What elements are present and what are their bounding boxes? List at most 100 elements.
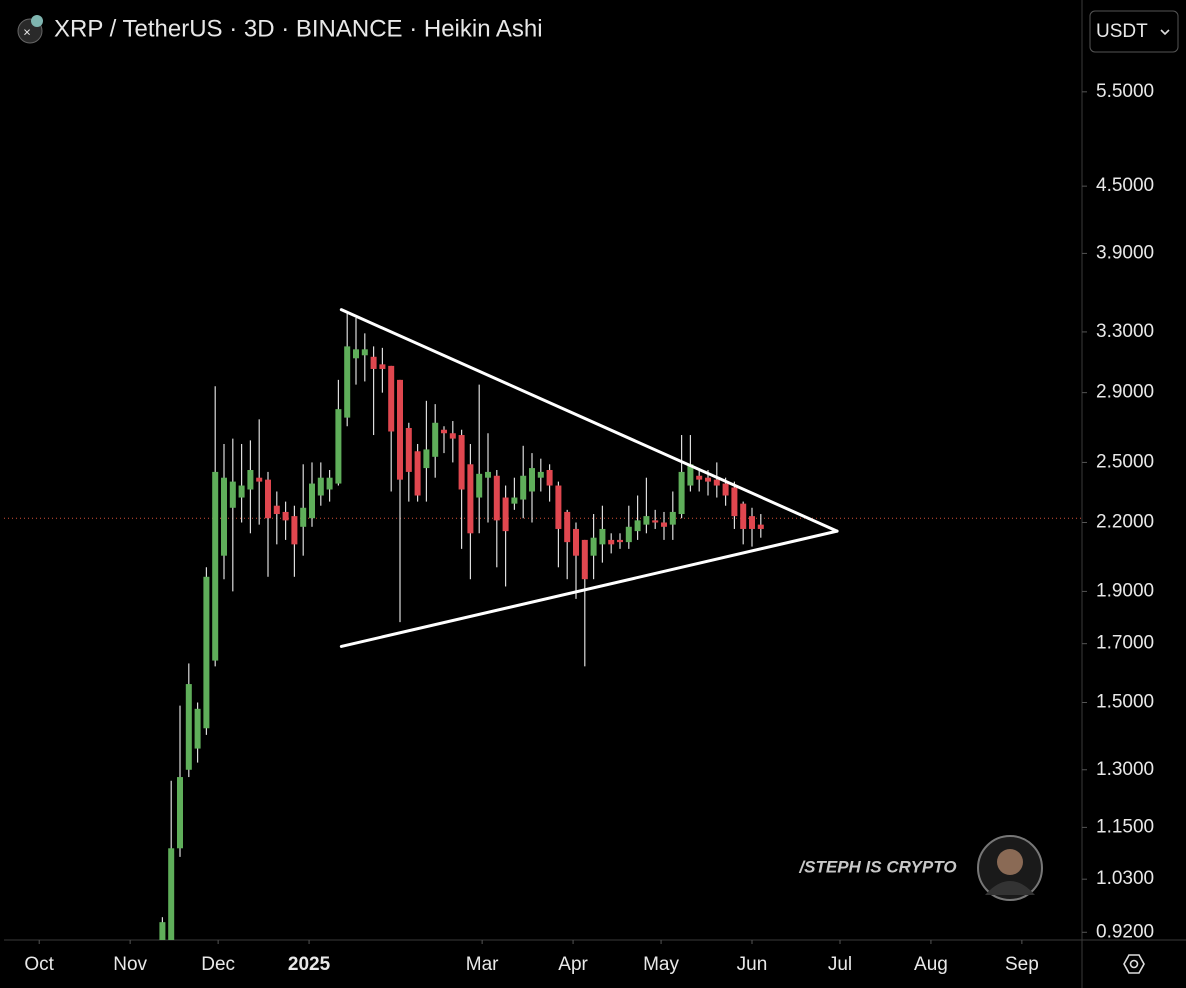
trendline	[339, 308, 839, 533]
candle-body	[555, 485, 562, 529]
candle-body	[397, 379, 403, 480]
candle-body	[537, 471, 544, 478]
candle-body	[309, 483, 315, 519]
y-tick-label: 1.5000	[1096, 692, 1154, 713]
candle-body	[388, 365, 395, 432]
candle-body	[669, 511, 676, 525]
candle-body	[573, 528, 579, 556]
candle-body	[564, 511, 571, 543]
y-tick-label: 0.9200	[1096, 921, 1154, 942]
candle-body	[581, 539, 588, 580]
settings-button[interactable]	[1123, 954, 1145, 974]
candle-body	[326, 477, 333, 490]
x-tick-label: May	[643, 954, 679, 975]
y-tick-label: 1.7000	[1096, 633, 1154, 654]
y-tick-label: 4.5000	[1096, 175, 1154, 196]
candle-body	[502, 497, 509, 532]
candle-body	[740, 503, 747, 529]
candle-body	[449, 433, 456, 439]
candle-body	[722, 483, 729, 496]
y-tick-label: 1.1500	[1096, 816, 1154, 837]
candle-body	[423, 449, 430, 469]
candle-body	[177, 777, 183, 849]
candle-body	[625, 526, 632, 543]
candle-body	[282, 511, 289, 521]
symbol-icon: ×	[17, 15, 43, 44]
trendline	[339, 529, 839, 648]
y-tick-label: 1.3000	[1096, 759, 1154, 780]
candle-body	[661, 522, 667, 527]
candle-body	[590, 537, 597, 556]
candle-body	[203, 576, 210, 729]
candle-body	[344, 346, 351, 418]
candle-body	[713, 479, 720, 486]
watermark: /STEPH IS CRYPTO	[798, 857, 956, 876]
candle-body	[414, 451, 421, 496]
candle-body	[361, 349, 368, 356]
x-tick-label: Jun	[737, 954, 768, 975]
candle-body	[405, 427, 412, 472]
candle-body	[643, 516, 650, 525]
candle-body	[273, 505, 280, 515]
candle-body	[731, 487, 738, 517]
candle-body	[705, 477, 711, 482]
avatar	[977, 835, 1043, 901]
x-tick-label: Mar	[466, 954, 499, 975]
y-tick-label: 1.0300	[1096, 868, 1154, 889]
candle-body	[265, 479, 271, 519]
candle-body	[652, 520, 659, 523]
x-tick-label: Oct	[24, 954, 54, 975]
candle-body	[485, 471, 491, 478]
candle-body	[757, 524, 764, 529]
candle-body	[291, 516, 298, 545]
x-tick-label: Dec	[201, 954, 235, 975]
candle-body	[194, 708, 201, 749]
candle-body	[634, 520, 641, 532]
candle-body	[212, 471, 219, 661]
x-tick-label: Apr	[558, 954, 588, 975]
y-tick-label: 1.9000	[1096, 580, 1154, 601]
candle-body	[599, 528, 606, 545]
candle-body	[546, 469, 553, 486]
candle-body	[300, 507, 307, 527]
candle-body	[467, 464, 474, 534]
candle-body	[608, 539, 615, 545]
candle-body	[441, 429, 447, 434]
x-tick-label: Nov	[113, 954, 147, 975]
y-tick-label: 2.5000	[1096, 451, 1154, 472]
svg-text:×: ×	[23, 24, 31, 39]
candle-body	[159, 922, 166, 940]
y-tick-label: 5.5000	[1096, 81, 1154, 102]
currency-button[interactable]: USDT	[1089, 10, 1179, 53]
candle-body	[221, 477, 227, 556]
candle-body	[229, 481, 236, 508]
y-tick-label: 2.2000	[1096, 512, 1154, 533]
y-tick-label: 2.9000	[1096, 382, 1154, 403]
x-tick-label: Jul	[828, 954, 852, 975]
candle-body	[238, 485, 245, 498]
chart-title: XRP / TetherUS · 3D · BINANCE · Heikin A…	[54, 15, 543, 42]
candle-body	[520, 475, 527, 500]
candle-body	[511, 497, 518, 504]
candle-body	[168, 848, 175, 940]
candle-body	[458, 435, 465, 490]
plot-area	[4, 308, 1082, 940]
y-tick-label: 3.3000	[1096, 321, 1154, 342]
candle-body	[696, 475, 703, 480]
candle-body	[678, 471, 685, 515]
candle-body	[617, 539, 623, 543]
y-tick-label: 3.9000	[1096, 242, 1154, 263]
currency-label[interactable]: USDT	[1096, 21, 1148, 42]
candle-body	[247, 469, 254, 490]
candle-body	[432, 422, 439, 457]
x-tick-label: 2025	[288, 954, 331, 975]
candle-body	[379, 364, 386, 369]
candle-body	[370, 356, 377, 369]
x-tick-label: Aug	[914, 954, 948, 975]
candle-body	[317, 477, 324, 496]
candle-body	[353, 349, 359, 359]
candle-body	[529, 468, 535, 492]
candle-body	[335, 409, 342, 484]
